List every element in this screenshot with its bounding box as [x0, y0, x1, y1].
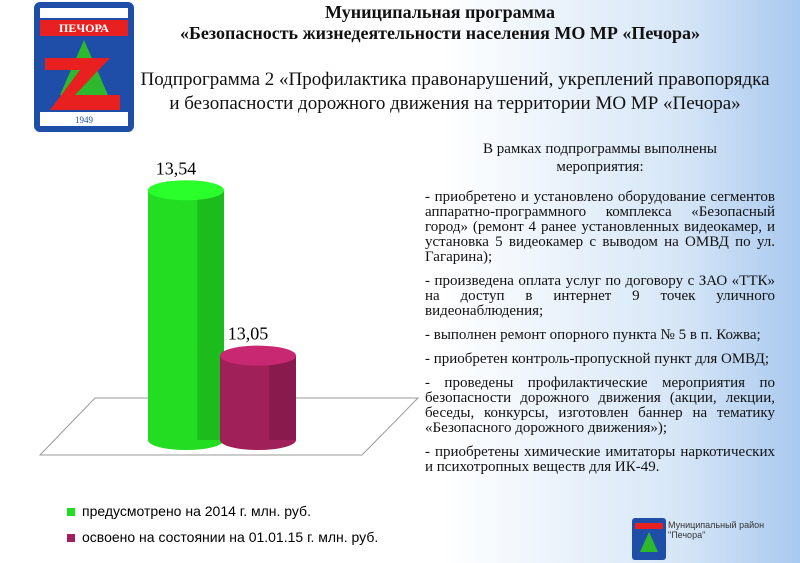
- subtitle: «Безопасность жизнедеятельности населени…: [179, 23, 701, 43]
- cylinder-shade: [197, 190, 224, 440]
- coat-of-arms: ПЕЧОРА 1949: [34, 2, 134, 132]
- cylinder-shade: [269, 355, 296, 440]
- title: Муниципальная программа: [325, 2, 555, 22]
- activity-item: - произведена оплата услуг по договору с…: [425, 273, 775, 319]
- mini-logo: [632, 518, 666, 560]
- subprogram: Подпрограмма 2 «Профилактика правонаруше…: [140, 69, 770, 114]
- logo-text: ПЕЧОРА: [59, 21, 109, 35]
- activities-heading: В рамках подпрограммы выполнены мероприя…: [482, 141, 718, 175]
- legend-swatch: [67, 534, 75, 542]
- value-label: 13,05: [228, 324, 269, 344]
- legend-swatch: [67, 508, 75, 516]
- cylinder-top: [220, 345, 296, 366]
- logo-caption: Муниципальный район "Печора": [668, 520, 765, 540]
- activity-item: - проведены профилактические мероприятия…: [425, 375, 775, 436]
- chart: 13,54 предусмотрено на 2014 г. млн. руб. 1…: [67, 158, 378, 545]
- cylinder: [220, 345, 296, 450]
- activity-item: - выполнен ремонт опорного пункта № 5 в …: [425, 327, 761, 343]
- activity-item: - приобретены химические имитаторы нарко…: [425, 444, 775, 475]
- value-label: 13,54: [156, 158, 197, 178]
- activity-item: - приобретено и установлено оборудование…: [425, 189, 775, 265]
- activity-item: - приобретен контроль-пропускной пункт д…: [425, 351, 770, 367]
- cylinder-top: [148, 180, 224, 201]
- logo-year: 1949: [75, 115, 94, 125]
- legend-label: освоено на состоянии на 01.01.15 г. млн.…: [82, 529, 378, 545]
- cylinder: [148, 180, 224, 450]
- legend-label: предусмотрено на 2014 г. млн. руб.: [82, 503, 311, 519]
- activities: В рамках подпрограммы выполнены мероприя…: [425, 140, 775, 484]
